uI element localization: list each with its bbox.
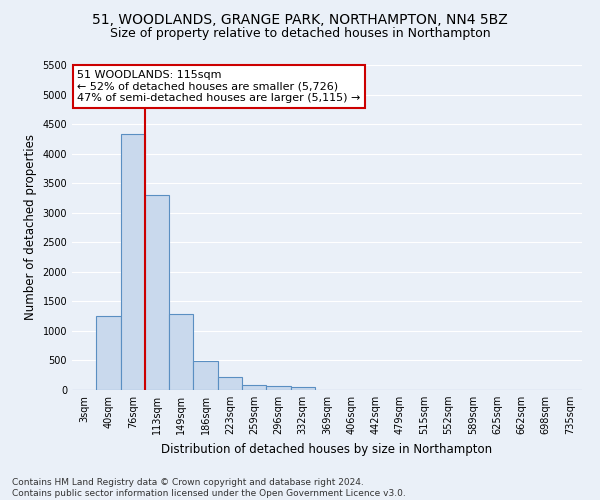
Text: 51, WOODLANDS, GRANGE PARK, NORTHAMPTON, NN4 5BZ: 51, WOODLANDS, GRANGE PARK, NORTHAMPTON,… (92, 12, 508, 26)
Bar (193, 361, 218, 390)
Bar (121, 134, 145, 390)
Bar (290, 387, 315, 390)
Text: 51 WOODLANDS: 115sqm
← 52% of detached houses are smaller (5,726)
47% of semi-de: 51 WOODLANDS: 115sqm ← 52% of detached h… (77, 70, 361, 103)
Bar (266, 386, 290, 390)
Bar (242, 384, 266, 390)
Bar (145, 195, 169, 390)
X-axis label: Distribution of detached houses by size in Northampton: Distribution of detached houses by size … (161, 442, 493, 456)
Bar (218, 378, 242, 390)
Bar (169, 314, 193, 390)
Text: Contains HM Land Registry data © Crown copyright and database right 2024.
Contai: Contains HM Land Registry data © Crown c… (12, 478, 406, 498)
Y-axis label: Number of detached properties: Number of detached properties (24, 134, 37, 320)
Text: Size of property relative to detached houses in Northampton: Size of property relative to detached ho… (110, 28, 490, 40)
Bar (96, 316, 121, 390)
